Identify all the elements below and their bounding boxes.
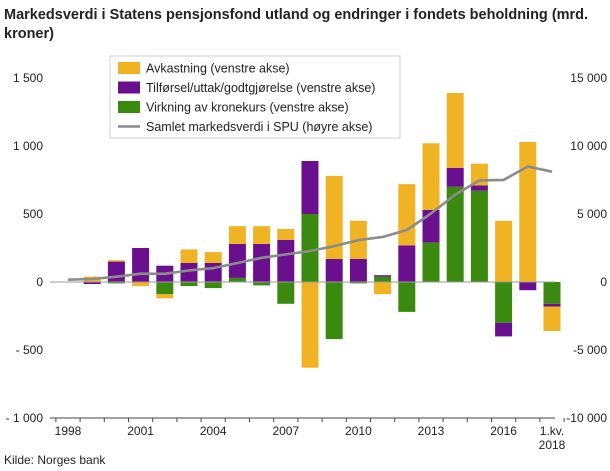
legend-swatch <box>118 62 140 74</box>
y-left-tick-label: 1 500 <box>13 71 43 85</box>
bar-segment <box>180 282 198 287</box>
x-tick-label: 2013 <box>418 424 445 438</box>
series-line-samlet <box>67 165 553 281</box>
bar-segment <box>107 282 125 284</box>
legend-swatch <box>118 101 140 113</box>
y-left-tick-label: - 500 <box>16 343 44 357</box>
legend-label: Virkning av kronekurs (venstre akse) <box>146 101 349 115</box>
bar-segment <box>398 245 416 282</box>
bar-segment <box>543 306 561 331</box>
bar-segment <box>301 161 319 214</box>
bar-segment <box>374 276 392 282</box>
bar-segment <box>495 220 513 282</box>
bar-segment <box>374 282 392 295</box>
bar-segment <box>325 282 343 340</box>
y-right-tick-label: -10 000 <box>566 411 607 425</box>
x-tick-label: 2007 <box>272 424 299 438</box>
bar-segment <box>470 163 488 186</box>
x-tick-label: 2016 <box>490 424 517 438</box>
x-tick-label: 2001 <box>127 424 154 438</box>
bar-segment <box>107 260 125 262</box>
bar-segment <box>349 258 367 282</box>
bar-segment <box>107 261 125 282</box>
source-note: Kilde: Norges bank <box>4 453 106 467</box>
bar-segment <box>349 282 367 284</box>
y-left-tick-label: 1 000 <box>13 139 43 153</box>
legend-label: Tilførsel/uttak/godtgjørelse (venstre ak… <box>146 81 375 95</box>
bar-segment <box>253 282 271 286</box>
bar-segment <box>277 229 295 240</box>
legend-label: Avkastning (venstre akse) <box>146 62 290 76</box>
bar-segment <box>301 214 319 282</box>
x-tick-label: 2004 <box>200 424 227 438</box>
bar-segment <box>543 303 561 307</box>
bar-segment <box>398 184 416 246</box>
bar-segment <box>228 243 246 278</box>
y-right-tick-label: 10 000 <box>570 139 607 153</box>
bar-segment <box>446 167 464 187</box>
y-left-tick-label: - 1 000 <box>6 411 44 425</box>
bar-segment <box>325 175 343 259</box>
bar-segment <box>519 282 537 291</box>
bar-segment <box>495 282 513 323</box>
bar-segment <box>470 185 488 191</box>
legend-swatch <box>118 81 140 94</box>
bar-segment <box>398 282 416 312</box>
y-right-tick-label: -5 000 <box>573 343 607 357</box>
bar-segment <box>446 186 464 282</box>
line-layer <box>67 165 553 281</box>
bar-segment <box>180 249 198 263</box>
bar-segment <box>253 243 271 282</box>
x-tick-label: 2010 <box>345 424 372 438</box>
bar-segment <box>277 282 295 304</box>
legend-label: Samlet markedsverdi i SPU (høyre akse) <box>146 120 372 134</box>
bar-segment <box>156 282 174 295</box>
bar-segment <box>325 258 343 282</box>
bar-segment <box>470 190 488 282</box>
axes-layer: 1998 2001 2004 2007 2010 2013 2016 1.kv. 2018 1 5… <box>6 71 608 452</box>
legend: Avkastning (venstre akse) Tilførsel/uttak… <box>109 55 401 139</box>
bar-segment <box>228 277 246 282</box>
bar-segment <box>253 226 271 244</box>
bar-segment <box>180 263 198 282</box>
bar-segment <box>374 275 392 277</box>
bar-segment <box>132 282 150 287</box>
bar-segment <box>83 282 101 284</box>
y-right-tick-label: 15 000 <box>570 71 607 85</box>
chart-title: Markedsverdi i Statens pensjonsfond utla… <box>4 7 589 42</box>
bars-layer <box>83 93 561 368</box>
bar-segment <box>132 248 150 282</box>
bar-segment <box>204 282 222 289</box>
bar-segment <box>301 282 319 368</box>
bar-segment <box>277 239 295 282</box>
y-right-tick-label: 0 <box>600 275 607 289</box>
bar-segment <box>495 322 513 337</box>
y-left-tick-label: 0 <box>36 275 43 289</box>
bar-segment <box>422 209 440 243</box>
y-right-tick-label: 5 000 <box>577 207 607 221</box>
bar-segment <box>228 226 246 244</box>
bar-segment <box>446 93 464 168</box>
bar-segment <box>422 143 440 210</box>
bar-segment <box>204 252 222 263</box>
bar-segment <box>422 242 440 282</box>
legend-box <box>109 55 401 139</box>
bar-segment <box>543 282 561 304</box>
y-left-tick-label: 500 <box>23 207 43 221</box>
bar-segment <box>156 294 174 299</box>
x-tick-label: 1.kv. 2018 <box>539 424 566 452</box>
x-tick-label: 1998 <box>55 424 82 438</box>
bar-segment <box>519 141 537 282</box>
